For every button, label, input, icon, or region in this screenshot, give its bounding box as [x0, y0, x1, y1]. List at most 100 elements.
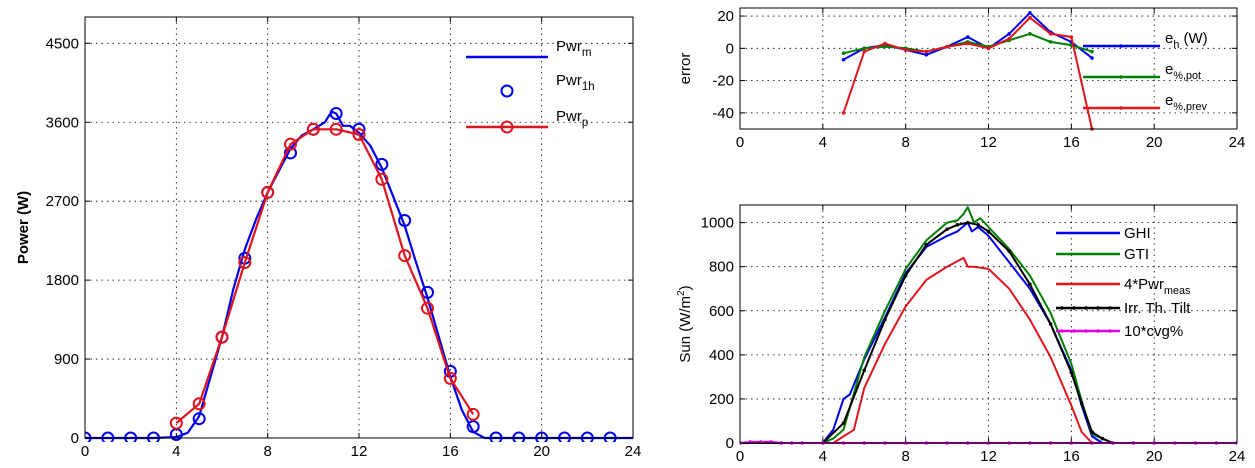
x-tick-label: 12: [980, 448, 997, 465]
legend: eh (W)e %,pot e%,prev: [1083, 30, 1208, 113]
data-point-e-prev: [862, 49, 867, 54]
legend-label: Irr. Th. Tilt: [1124, 300, 1191, 317]
data-point-irr-th-tilt: [976, 223, 980, 227]
data-point-irr-th-tilt: [1007, 249, 1012, 254]
data-point-pwrp: [306, 122, 320, 136]
y-tick-label: -40: [712, 105, 734, 122]
data-point-pwr1h: [466, 420, 480, 434]
x-tick-label: 24: [1229, 134, 1246, 151]
x-tick-label: 12: [351, 443, 368, 460]
legend-marker: [1060, 306, 1064, 310]
legend-label: eh (W): [1165, 30, 1208, 51]
data-point-pwrp: [398, 249, 412, 263]
y-tick-label: 0: [71, 430, 79, 447]
data-point-irr-th-tilt: [1090, 430, 1094, 434]
legend-label-sub: %,pot: [1173, 70, 1201, 82]
legend: GHI GTI 4*Pwrmeas Irr. Th. Tilt 10*cvg%: [1056, 225, 1191, 340]
data-point-pwrp: [352, 128, 366, 142]
legend-label-main: Pwr: [556, 72, 582, 89]
y-tick-label: 600: [709, 303, 734, 320]
y-tick-label: 1800: [46, 272, 79, 289]
data-point-pwr1h: [284, 146, 297, 160]
data-point-eh: [841, 57, 846, 62]
data-point-irr-th-tilt: [955, 223, 960, 227]
legend-marker: [1072, 306, 1076, 310]
data-point-pwrp: [375, 172, 389, 186]
y-tick-label: 900: [54, 351, 79, 368]
legend-label: 10*cvg%: [1124, 323, 1183, 340]
data-point-irr-th-tilt: [986, 229, 991, 234]
y-tick-label: 0: [726, 435, 734, 452]
data-point-e-pot: [1028, 32, 1032, 36]
data-point-irr-th-tilt: [945, 227, 949, 232]
y-axis-label-text: error: [677, 53, 694, 85]
legend-label-sub: h: [1173, 39, 1179, 51]
legend-marker: [500, 120, 514, 134]
data-point-e-prev: [945, 44, 949, 49]
data-point-irr-th-tilt: [1079, 401, 1084, 406]
legend-label-main: e: [1165, 30, 1173, 47]
y-tick-label: 200: [709, 391, 734, 408]
data-point-pwr1h: [375, 157, 389, 171]
legend-label-sub: p: [582, 117, 588, 129]
data-point-e-prev: [924, 49, 929, 54]
series-line-4-pwrmeas: [740, 256, 1237, 444]
data-point-pwrp: [443, 371, 457, 385]
legend-label: Pwrm: [556, 38, 591, 59]
y-tick-label: 800: [709, 259, 734, 276]
data-point-pwrp: [192, 397, 206, 411]
x-tick-label: 20: [1146, 448, 1163, 465]
legend-marker: [1084, 306, 1088, 310]
series-line-pwrp: [175, 128, 475, 424]
data-point-e-pot: [1048, 40, 1053, 44]
legend-marker: [1119, 75, 1123, 79]
data-point-pwrp: [421, 301, 434, 315]
x-tick-label: 8: [901, 134, 909, 151]
data-point-irr-th-tilt: [924, 242, 929, 247]
y-axis-label-sup: 2: [676, 290, 687, 296]
legend-marker: [500, 84, 514, 98]
data-point-e-prev: [1069, 35, 1074, 39]
y-tick-label: 400: [709, 347, 734, 364]
y-axis-label-end: ): [677, 285, 694, 290]
y-tick-label: 1000: [701, 215, 734, 232]
data-point-e-prev: [883, 41, 887, 46]
legend-marker: [1108, 329, 1112, 333]
data-point-e-prev: [965, 41, 970, 46]
data-point-pwr1h: [192, 412, 206, 426]
data-point-eh: [965, 35, 970, 39]
chart-panel-1: 0 4 8 12 16 20 24 0 900 1800 2700 3600 4500 Power (W)…: [15, 16, 641, 460]
x-tick-label: 0: [736, 448, 744, 465]
data-point-eh: [1007, 32, 1012, 36]
data-point-eh: [1028, 11, 1032, 15]
legend-label-sub: meas: [1164, 285, 1191, 297]
y-axis-label-text: Sun (W/m: [677, 296, 694, 363]
data-point-eh: [924, 52, 929, 57]
y-tick-label: 20: [717, 8, 734, 25]
legend-marker: [1096, 306, 1100, 310]
x-tick-label: 4: [172, 443, 180, 460]
data-point-irr-th-tilt: [1048, 322, 1053, 326]
x-tick-label: 12: [980, 134, 997, 151]
x-tick-label: 16: [1063, 134, 1080, 151]
data-point-e-pot: [862, 46, 867, 51]
data-point-irr-th-tilt: [903, 273, 908, 278]
legend-label: 4*Pwrmeas: [1124, 276, 1191, 297]
y-tick-label: -20: [712, 73, 734, 90]
legend-label: Pwr1h: [556, 72, 595, 93]
legend-label-main: GHI: [1124, 225, 1151, 242]
x-tick-label: 8: [901, 448, 909, 465]
legend-marker: [1108, 306, 1112, 310]
data-point-pwrp: [329, 122, 343, 136]
legend-label-sub: %,prev: [1173, 101, 1207, 113]
legend-label-main: Pwr: [556, 38, 582, 55]
legend-label: e%,prev: [1165, 92, 1208, 113]
data-point-irr-th-tilt: [965, 220, 970, 225]
legend-label: GTI: [1124, 246, 1149, 263]
legend-label-main: 10*cvg%: [1124, 323, 1183, 340]
legend-label-main: GTI: [1124, 246, 1149, 263]
data-point-e-prev: [1007, 36, 1012, 41]
